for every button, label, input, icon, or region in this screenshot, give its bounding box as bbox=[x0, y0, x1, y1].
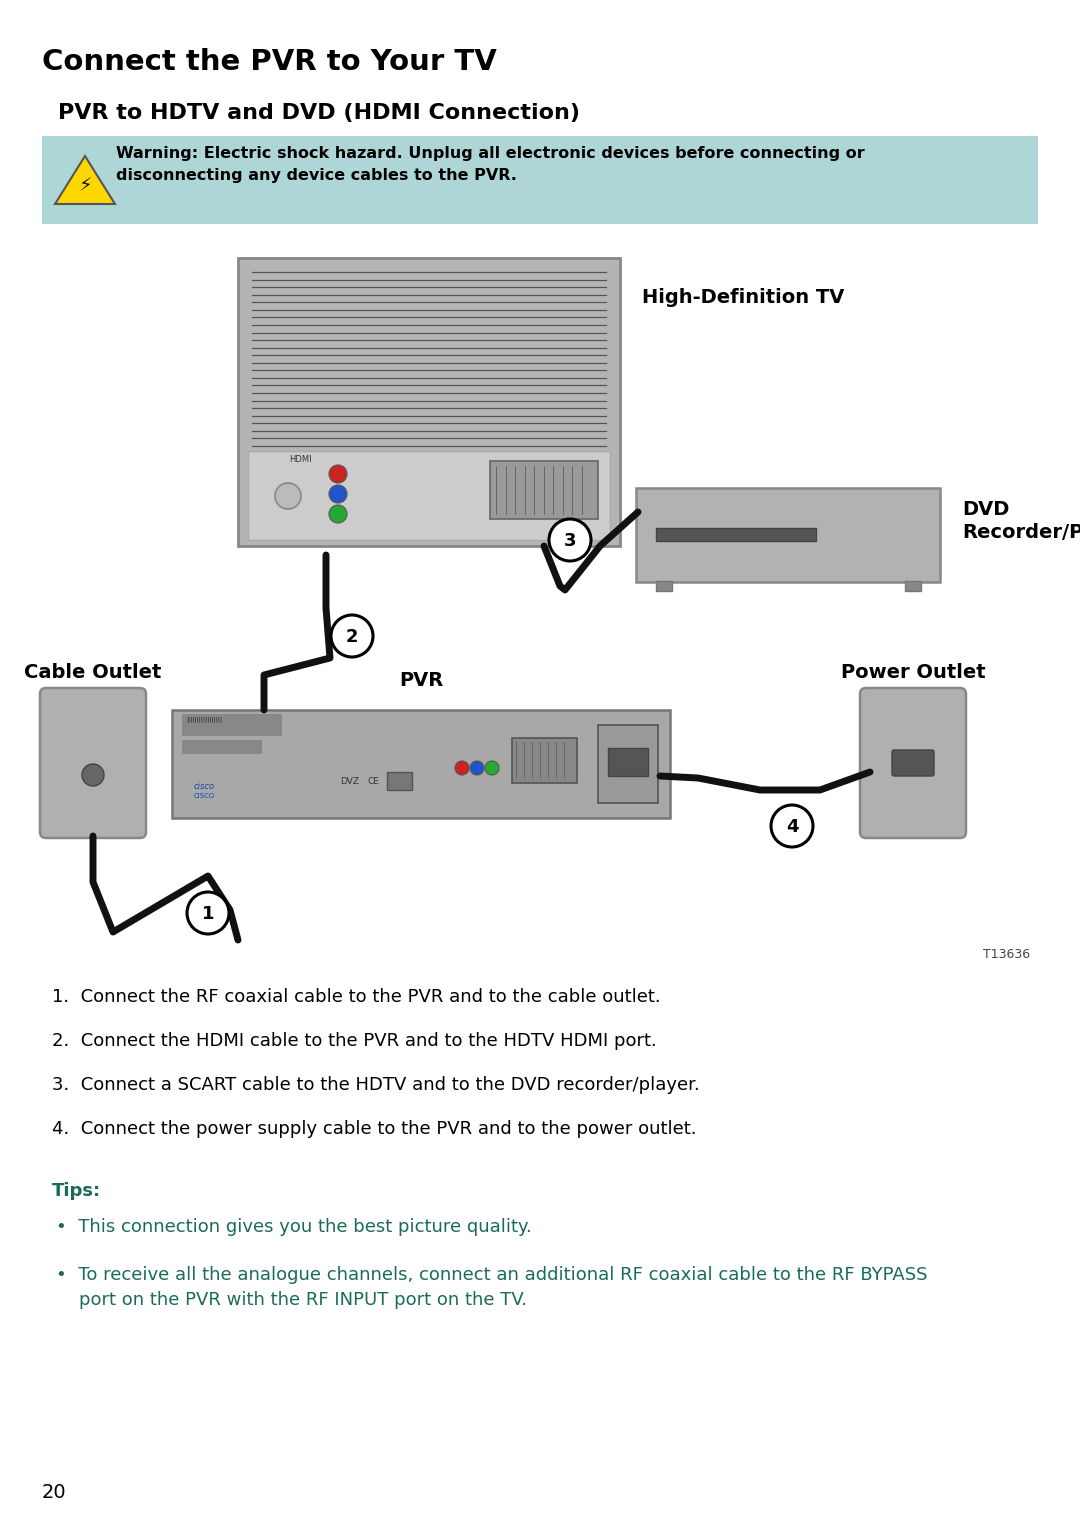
FancyBboxPatch shape bbox=[512, 738, 577, 783]
Text: Power Outlet: Power Outlet bbox=[840, 663, 985, 682]
FancyBboxPatch shape bbox=[905, 581, 921, 591]
Text: 1.  Connect the RF coaxial cable to the PVR and to the cable outlet.: 1. Connect the RF coaxial cable to the P… bbox=[52, 988, 661, 1007]
Polygon shape bbox=[55, 156, 114, 204]
FancyBboxPatch shape bbox=[172, 709, 670, 818]
Text: 2: 2 bbox=[346, 628, 359, 647]
FancyBboxPatch shape bbox=[656, 529, 816, 541]
Text: 3: 3 bbox=[564, 532, 577, 550]
Text: CISCO: CISCO bbox=[194, 794, 215, 800]
Text: CE: CE bbox=[368, 777, 380, 786]
Circle shape bbox=[771, 804, 813, 847]
Circle shape bbox=[329, 486, 347, 502]
Text: •  This connection gives you the best picture quality.: • This connection gives you the best pic… bbox=[56, 1218, 531, 1236]
Text: 20: 20 bbox=[42, 1483, 67, 1501]
FancyBboxPatch shape bbox=[490, 461, 598, 519]
Circle shape bbox=[549, 519, 591, 561]
FancyBboxPatch shape bbox=[183, 740, 262, 754]
Text: Cable Outlet: Cable Outlet bbox=[25, 663, 162, 682]
Text: DVZ: DVZ bbox=[340, 777, 359, 786]
Text: •  To receive all the analogue channels, connect an additional RF coaxial cable : • To receive all the analogue channels, … bbox=[56, 1265, 928, 1308]
Text: PVR to HDTV and DVD (HDMI Connection): PVR to HDTV and DVD (HDMI Connection) bbox=[58, 103, 580, 123]
FancyBboxPatch shape bbox=[42, 136, 1038, 224]
Text: ⚡: ⚡ bbox=[78, 176, 92, 196]
Circle shape bbox=[82, 764, 104, 786]
FancyBboxPatch shape bbox=[656, 581, 672, 591]
Text: 2.  Connect the HDMI cable to the PVR and to the HDTV HDMI port.: 2. Connect the HDMI cable to the PVR and… bbox=[52, 1033, 657, 1049]
FancyBboxPatch shape bbox=[238, 257, 620, 545]
FancyBboxPatch shape bbox=[598, 725, 658, 803]
Circle shape bbox=[470, 761, 484, 775]
Circle shape bbox=[275, 483, 301, 509]
FancyBboxPatch shape bbox=[860, 688, 966, 838]
Text: Warning: Electric shock hazard. Unplug all electronic devices before connecting : Warning: Electric shock hazard. Unplug a… bbox=[116, 146, 865, 182]
Circle shape bbox=[329, 466, 347, 483]
Text: HDMI: HDMI bbox=[288, 455, 311, 464]
Circle shape bbox=[485, 761, 499, 775]
FancyBboxPatch shape bbox=[248, 450, 610, 539]
Text: 3.  Connect a SCART cable to the HDTV and to the DVD recorder/player.: 3. Connect a SCART cable to the HDTV and… bbox=[52, 1075, 700, 1094]
Text: Tips:: Tips: bbox=[52, 1183, 102, 1200]
Text: 4.  Connect the power supply cable to the PVR and to the power outlet.: 4. Connect the power supply cable to the… bbox=[52, 1120, 697, 1138]
Text: 4: 4 bbox=[786, 818, 798, 836]
FancyBboxPatch shape bbox=[636, 489, 940, 582]
FancyBboxPatch shape bbox=[40, 688, 146, 838]
Text: T13636: T13636 bbox=[983, 948, 1030, 961]
FancyBboxPatch shape bbox=[387, 772, 411, 791]
Circle shape bbox=[187, 892, 229, 935]
Text: |||||||||||||||||: ||||||||||||||||| bbox=[186, 715, 222, 722]
Text: DVD
Recorder/Player: DVD Recorder/Player bbox=[962, 499, 1080, 542]
FancyBboxPatch shape bbox=[183, 714, 282, 735]
Text: High-Definition TV: High-Definition TV bbox=[642, 288, 845, 306]
Text: Connect the PVR to Your TV: Connect the PVR to Your TV bbox=[42, 47, 497, 77]
FancyBboxPatch shape bbox=[892, 751, 934, 777]
FancyBboxPatch shape bbox=[608, 748, 648, 777]
Text: cisco: cisco bbox=[194, 781, 215, 791]
Circle shape bbox=[329, 506, 347, 522]
Text: 1: 1 bbox=[202, 905, 214, 922]
Text: PVR: PVR bbox=[399, 671, 443, 689]
Circle shape bbox=[330, 614, 373, 657]
Circle shape bbox=[455, 761, 469, 775]
